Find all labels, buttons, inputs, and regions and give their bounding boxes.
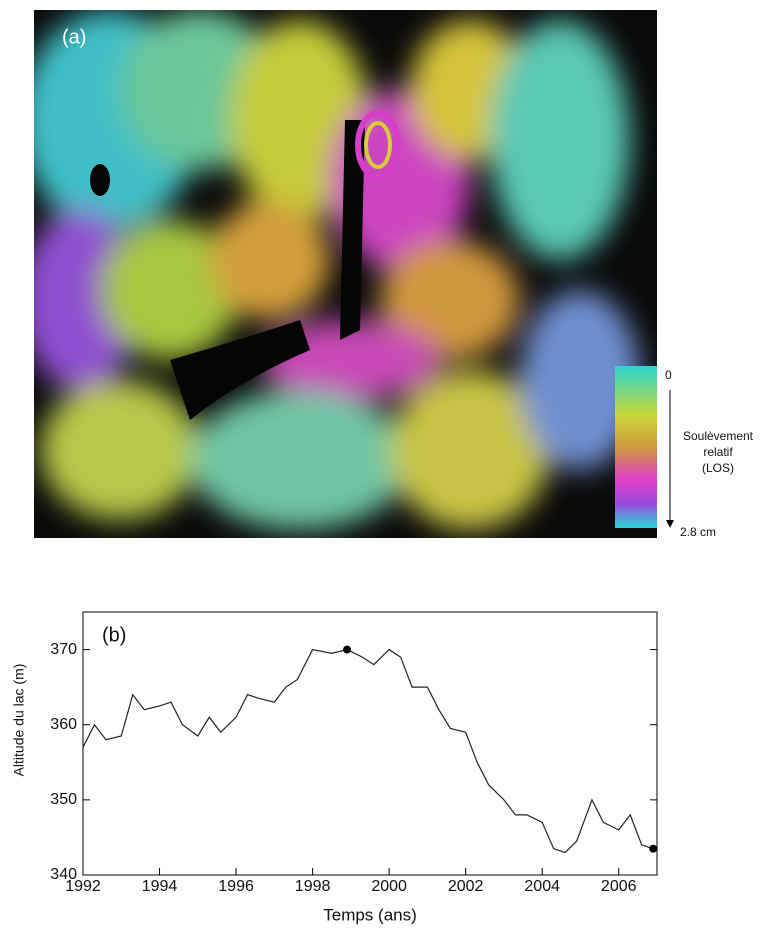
panel-label: (b) <box>102 624 126 646</box>
interferogram <box>34 10 657 538</box>
x-tick-label: 2002 <box>448 878 484 895</box>
point <box>343 645 352 654</box>
colorbar-label: 2.8 cm <box>680 525 716 539</box>
x-tick-label: 1992 <box>65 878 101 895</box>
colorbar-title: (LOS) <box>702 461 734 475</box>
y-tick-label: 340 <box>50 866 77 883</box>
panel-label: (a) <box>62 26 86 48</box>
y-tick-label: 360 <box>50 716 77 733</box>
x-tick-label: 1996 <box>218 878 254 895</box>
x-tick-label: 1994 <box>142 878 178 895</box>
colorbar-title: Soulèvement <box>683 429 754 443</box>
x-axis-title: Temps (ans) <box>323 905 417 924</box>
line <box>82 648 654 854</box>
y-tick-label: 370 <box>50 641 77 658</box>
point <box>649 844 658 853</box>
x-tick-label: 2004 <box>524 878 560 895</box>
colorbar-label: 0 <box>665 368 672 382</box>
x-tick-label: 2000 <box>371 878 407 895</box>
x-tick-label: 2006 <box>601 878 637 895</box>
y-tick-label: 350 <box>50 791 77 808</box>
arrow-head <box>666 520 674 528</box>
x-tick-label: 1998 <box>295 878 331 895</box>
plot-frame <box>82 611 658 876</box>
colorbar <box>615 366 657 528</box>
colorbar-title: relatif <box>703 445 733 459</box>
y-axis-title: Altitude du lac (m) <box>11 664 27 777</box>
